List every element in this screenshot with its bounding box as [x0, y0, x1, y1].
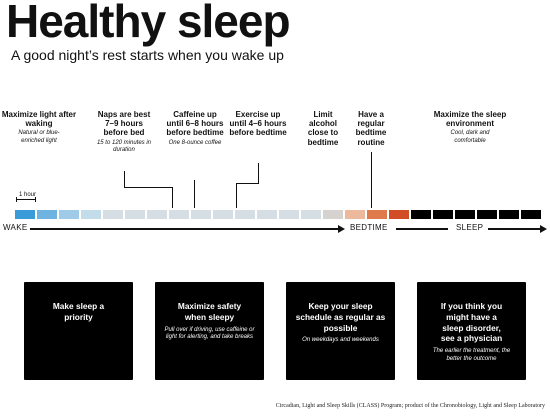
tip-title: Limit alcohol close to bedtime: [307, 110, 339, 147]
tip-note: Natural or blue-enriched light: [18, 130, 60, 144]
sleep-arrow-line-left: [396, 228, 448, 230]
tip-naps: Naps are best 7–9 hours before bed 15 to…: [93, 110, 155, 155]
tip-exercise: Exercise up until 4–6 hours before bedti…: [227, 110, 289, 138]
tip-title: Caffeine up until 6–8 hours before bedti…: [166, 110, 224, 138]
exercise-connector-vertical: [258, 163, 259, 184]
card-title: Maximize safety when sleepy: [177, 301, 242, 322]
tip-title: Maximize light after waking: [1, 110, 77, 129]
hour-scale-bracket: [16, 197, 36, 202]
tip-caffeine: Caffeine up until 6–8 hours before bedti…: [164, 110, 226, 147]
tip-note: 15 to 120 minutes in duration: [96, 139, 152, 154]
card-title: Keep your sleep schedule as regular as p…: [295, 301, 386, 333]
wake-to-bedtime-arrow-line: [30, 228, 338, 230]
timeline-segment: [477, 210, 497, 219]
card-title: Make sleep a priority: [52, 301, 105, 322]
tip-sleep-environment: Maximize the sleep environment Cool, dar…: [430, 110, 510, 145]
tip-bedtime-routine: Have a regular bedtime routine: [346, 110, 396, 147]
timeline-segment: [59, 210, 79, 219]
page-title: Healthy sleep: [6, 0, 291, 47]
card-note: Pull over if driving, use caffeine or li…: [164, 326, 255, 341]
timeline-segment: [389, 210, 409, 219]
naps-connector-vertical: [124, 171, 125, 187]
timeline-segment: [345, 210, 365, 219]
page-subtitle: A good night’s rest starts when you wake…: [11, 47, 284, 63]
naps-connector-horizontal: [124, 187, 173, 188]
timeline-segment: [147, 210, 167, 219]
card-see-physician: If you think you might have a sleep diso…: [417, 282, 526, 380]
card-regular-schedule: Keep your sleep schedule as regular as p…: [286, 282, 395, 380]
sleep-label: SLEEP: [456, 223, 484, 232]
timeline-segment: [301, 210, 321, 219]
footer-credit: Circadian, Light and Sleep Skills (CLASS…: [275, 403, 545, 409]
timeline-segment: [411, 210, 431, 219]
timeline-segment: [191, 210, 211, 219]
card-note: The earlier the treatment, the better th…: [432, 348, 511, 362]
timeline-segment: [15, 210, 35, 219]
timeline-segment: [81, 210, 101, 219]
tip-maximize-light: Maximize light after waking Natural or b…: [1, 110, 77, 145]
exercise-connector-drop: [236, 183, 237, 208]
timeline-segment: [213, 210, 233, 219]
wake-arrow-head-icon: [338, 225, 345, 233]
timeline-segment: [279, 210, 299, 219]
sleep-arrow-line-right: [488, 228, 540, 230]
timeline-segment: [323, 210, 343, 219]
tip-note: Cool, dark and comfortable: [450, 130, 490, 144]
bedtime-label: BEDTIME: [350, 223, 388, 232]
timeline-segment: [235, 210, 255, 219]
hour-scale-label: 1 hour: [19, 192, 37, 198]
timeline-segment: [367, 210, 387, 219]
card-maximize-safety: Maximize safety when sleepy Pull over if…: [155, 282, 264, 380]
timeline-segment: [499, 210, 519, 219]
timeline-segment: [103, 210, 123, 219]
card-make-sleep-priority: Make sleep a priority: [24, 282, 133, 380]
tip-title: Naps are best 7–9 hours before bed: [97, 110, 151, 138]
routine-connector: [371, 152, 372, 208]
timeline-segment: [521, 210, 541, 219]
timeline-segment: [433, 210, 453, 219]
timeline-segment: [169, 210, 189, 219]
wake-label: WAKE: [3, 223, 28, 232]
timeline-segment: [125, 210, 145, 219]
timeline-segment: [37, 210, 57, 219]
tip-note: One 8-ounce coffee: [168, 139, 222, 146]
tip-title: Exercise up until 4–6 hours before bedti…: [229, 110, 287, 138]
timeline-segment: [257, 210, 277, 219]
exercise-connector-horizontal: [236, 183, 259, 184]
timeline-segment: [455, 210, 475, 219]
card-note: On weekdays and weekends: [302, 337, 379, 344]
caffeine-connector: [194, 180, 195, 208]
sleep-arrow-head-icon: [540, 225, 547, 233]
tip-title: Have a regular bedtime routine: [355, 110, 387, 147]
tip-title: Maximize the sleep environment: [433, 110, 507, 129]
tip-alcohol: Limit alcohol close to bedtime: [300, 110, 346, 147]
card-title: If you think you might have a sleep diso…: [440, 301, 503, 344]
naps-connector-drop: [172, 187, 173, 208]
